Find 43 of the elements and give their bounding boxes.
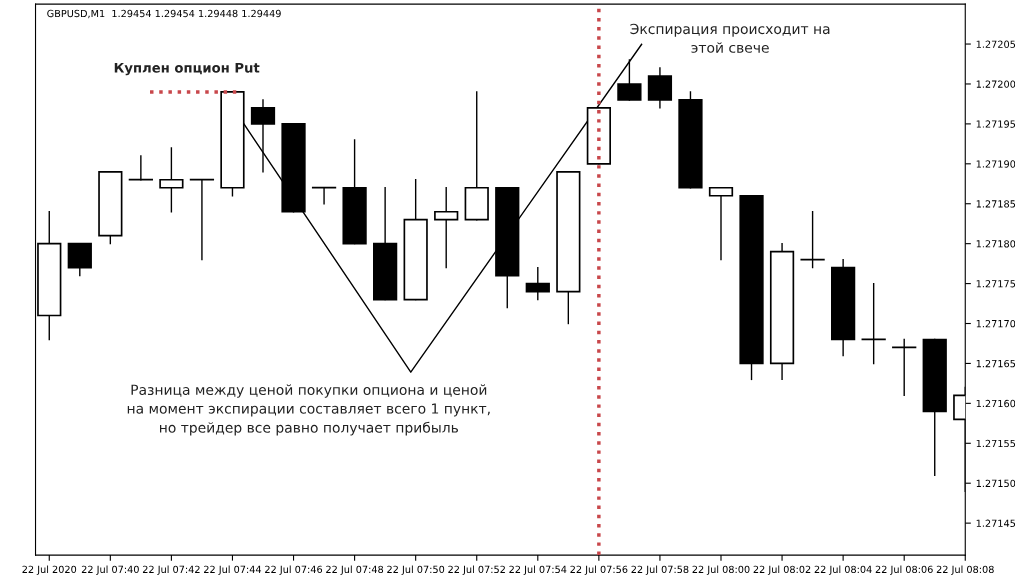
x-tick-label: 22 Jul 08:00 [692, 565, 750, 575]
y-tick-label: 1.27205 [976, 40, 1015, 48]
x-tick-label: 22 Jul 07:40 [81, 565, 139, 575]
x-tick-label: 22 Jul 07:56 [570, 565, 628, 575]
candlestick [250, 99, 276, 173]
y-tick-label: 1.27150 [976, 479, 1015, 488]
candlestick [434, 187, 459, 269]
x-tick-label: 22 Jul 07:54 [509, 565, 567, 575]
annotation: Куплен опцион Put [114, 62, 260, 76]
y-tick-label: 1.27175 [976, 280, 1015, 288]
candlestick [525, 266, 550, 301]
annotation: Разница между ценой покупки опциона и ценой на момент экспирации составляет всего 1 пункт, но трейдер все равно получает прибыль [127, 384, 490, 436]
y-tick-label: 1.27190 [976, 160, 1015, 168]
y-tick-label: 1.27165 [976, 359, 1015, 368]
text: GBPUSD,M1 1.29454 1.29454 1.29448 1.29449 [47, 9, 281, 19]
x-tick-label: 22 Jul 08:06 [875, 565, 933, 575]
candlestick [647, 67, 673, 109]
candlestick [311, 186, 337, 205]
x-tick-label: 22 Jul 08:02 [753, 565, 811, 575]
x-tick-label: 22 Jul 07:50 [387, 565, 445, 575]
x-tick-label: 22 Jul 07:52 [448, 565, 505, 575]
x-tick-label: 22 Jul 08:08 [936, 565, 994, 575]
x-tick-label: 22 Jul 07:58 [631, 565, 689, 575]
x-tick-label: 22 Jul 07:48 [326, 565, 384, 575]
x-tick-label: 22 Jul 07:42 [142, 565, 200, 575]
candlestick [708, 186, 734, 261]
y-tick-label: 1.27185 [976, 200, 1015, 208]
y-tick-label: 1.27180 [976, 240, 1015, 248]
x-tick-label: 22 Jul 08:04 [814, 565, 872, 575]
y-tick-label: 1.27145 [976, 519, 1015, 527]
candlestick [159, 147, 184, 213]
x-tick-label: 22 Jul 07:44 [204, 565, 262, 575]
y-tick-label: 1.27200 [976, 80, 1015, 88]
candlestick [128, 155, 153, 181]
candlestick [189, 178, 215, 261]
y-tick-label: 1.27155 [976, 439, 1015, 448]
x-tick-label: 22 Jul 07:46 [265, 565, 323, 575]
x-tick-label: 22 Jul 2020 [22, 565, 77, 575]
y-tick-label: 1.27160 [976, 399, 1015, 408]
y-tick-label: 1.27170 [976, 319, 1015, 328]
candlestick [67, 242, 92, 277]
annotation: Экспирация происходит на этой свече [630, 23, 830, 53]
y-tick-label: 1.27195 [976, 120, 1015, 128]
